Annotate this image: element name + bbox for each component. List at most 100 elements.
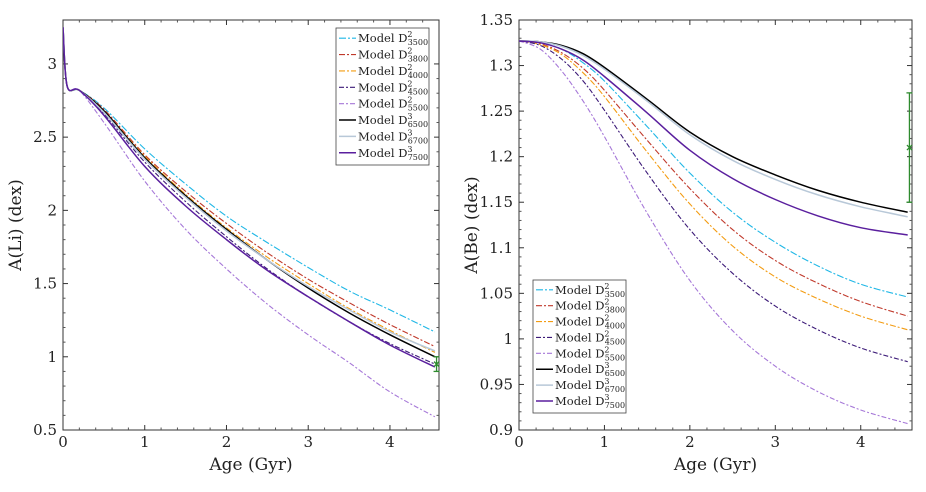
- x-tick-label: 4: [385, 433, 395, 451]
- y-tick-label: 2.5: [33, 128, 57, 146]
- x-tick-label: 1: [600, 433, 610, 451]
- legend-prefix: Model D: [358, 129, 407, 143]
- legend-sup: 2: [604, 314, 609, 323]
- y-tick-label: 1.05: [480, 284, 513, 302]
- legend-subscript: 3800: [605, 306, 625, 315]
- legend-subscript: 6700: [605, 385, 625, 394]
- legend-subscript: 7500: [408, 153, 428, 162]
- legend-prefix: Model D: [555, 394, 604, 408]
- series-group: [519, 40, 908, 425]
- y-tick-label: 1: [47, 348, 57, 366]
- legend-prefix: Model D: [555, 283, 604, 297]
- y-tick-label: 1.5: [33, 275, 57, 293]
- legend-subscript: 4500: [408, 87, 428, 96]
- legend-subscript: 3500: [408, 38, 428, 47]
- legend-prefix: Model D: [555, 378, 604, 392]
- legend-prefix: Model D: [555, 362, 604, 376]
- legend-subscript: 5500: [605, 353, 625, 362]
- series-line-6500: [519, 40, 908, 213]
- series-line-3800: [519, 40, 908, 317]
- legend-subscript: 6500: [408, 120, 428, 129]
- legend-sup: 2: [604, 329, 609, 338]
- legend-box: [532, 279, 627, 414]
- legend-prefix: Model D: [555, 315, 604, 329]
- legend-sup: 3: [604, 393, 609, 402]
- series-line-7500: [519, 40, 908, 236]
- y-tick-label: 1.1: [489, 239, 513, 257]
- x-tick-label: 4: [856, 433, 866, 451]
- y-tick-label: 1.3: [489, 57, 513, 75]
- y-tick-label: 1.35: [480, 11, 513, 29]
- x-tick-label: 2: [685, 433, 695, 451]
- legend-sup: 3: [407, 112, 412, 121]
- legend-prefix: Model D: [555, 346, 604, 360]
- x-tick-label: 0: [58, 433, 68, 451]
- y-tick-label: 0.5: [33, 421, 57, 439]
- legend-subscript: 4000: [408, 71, 428, 80]
- y-tick-label: 1.25: [480, 102, 513, 120]
- legend-entry-4000: Model D2 4000: [555, 314, 625, 331]
- x-tick-label: 0: [514, 433, 524, 451]
- legend-entry-3800: Model D2 3800: [555, 298, 625, 315]
- legend-subscript: 6500: [605, 369, 625, 378]
- y-tick-label: 0.95: [480, 375, 513, 393]
- legend-entry-6700: Model D3 6700: [555, 377, 625, 394]
- series-line-6700: [519, 40, 908, 218]
- y-axis-label: A(Be) (dex): [462, 176, 482, 274]
- legend-entry-3800: Model D2 3800: [358, 47, 428, 64]
- x-axis-label: Age (Gyr): [208, 455, 292, 475]
- legend-entry-6700: Model D3 6700: [358, 128, 428, 145]
- legend-subscript: 7500: [605, 401, 625, 410]
- legend-entry-4500: Model D2 4500: [555, 329, 625, 346]
- legend-subscript: 3500: [605, 290, 625, 299]
- legend-entry-6500: Model D3 6500: [555, 361, 625, 378]
- y-tick-label: 2: [47, 201, 57, 219]
- legend-sup: 2: [407, 30, 412, 39]
- x-axis-label: Age (Gyr): [673, 455, 757, 475]
- legend-prefix: Model D: [358, 97, 407, 111]
- legend-entry-5500: Model D2 5500: [358, 96, 428, 113]
- legend-entry-6500: Model D3 6500: [358, 112, 428, 129]
- legend-prefix: Model D: [358, 31, 407, 45]
- y-tick-label: 1.15: [480, 193, 513, 211]
- legend-sup: 2: [604, 282, 609, 291]
- legend-subscript: 5500: [408, 104, 428, 113]
- y-tick-label: 1.2: [489, 148, 513, 166]
- legend-sup: 2: [407, 47, 412, 56]
- legend-entry-4500: Model D2 4500: [358, 79, 428, 96]
- series-line-4000: [519, 40, 908, 331]
- legend-subscript: 4500: [605, 337, 625, 346]
- x-tick-label: 2: [222, 433, 232, 451]
- lithium-chart: 0 1 2 3 4 0.5 1 1.5 2 2.5 3 Age (Gyr) A(Li) (dex) Mod…: [6, 19, 440, 475]
- series-line-5500: [519, 40, 908, 425]
- beryllium-chart: 0 1 2 3 4 0.9 0.95 1 1.05 1.1 1.15 1.2 1.25 1.3 1.35 Ag…: [462, 11, 913, 475]
- x-tick-label: 3: [303, 433, 313, 451]
- legend-prefix: Model D: [358, 113, 407, 127]
- legend-box: [335, 27, 430, 166]
- series-group: [63, 27, 436, 418]
- legend-prefix: Model D: [555, 330, 604, 344]
- y-axis-label: A(Li) (dex): [6, 179, 26, 271]
- legend-entry-4000: Model D2 4000: [358, 63, 428, 80]
- legend-subscript: 4000: [605, 322, 625, 331]
- x-tick-label: 3: [771, 433, 781, 451]
- series-line-4500: [63, 27, 436, 365]
- legend-sup: 2: [604, 298, 609, 307]
- legend-sup: 3: [407, 145, 412, 154]
- legend-sup: 2: [407, 63, 412, 72]
- legend-sup: 2: [407, 96, 412, 105]
- series-line-4500: [519, 40, 908, 363]
- legend-sup: 2: [604, 345, 609, 354]
- legend-subscript: 6700: [408, 136, 428, 145]
- series-line-7500: [63, 27, 436, 368]
- observation-point: [433, 361, 440, 368]
- legend-sup: 2: [407, 79, 412, 88]
- y-tick-label: 3: [47, 55, 57, 73]
- legend-prefix: Model D: [358, 80, 407, 94]
- legend-subscript: 3800: [408, 55, 428, 64]
- x-tick-label: 1: [140, 433, 150, 451]
- legend-entry-3500: Model D2 3500: [358, 30, 428, 47]
- legend-sup: 3: [604, 377, 609, 386]
